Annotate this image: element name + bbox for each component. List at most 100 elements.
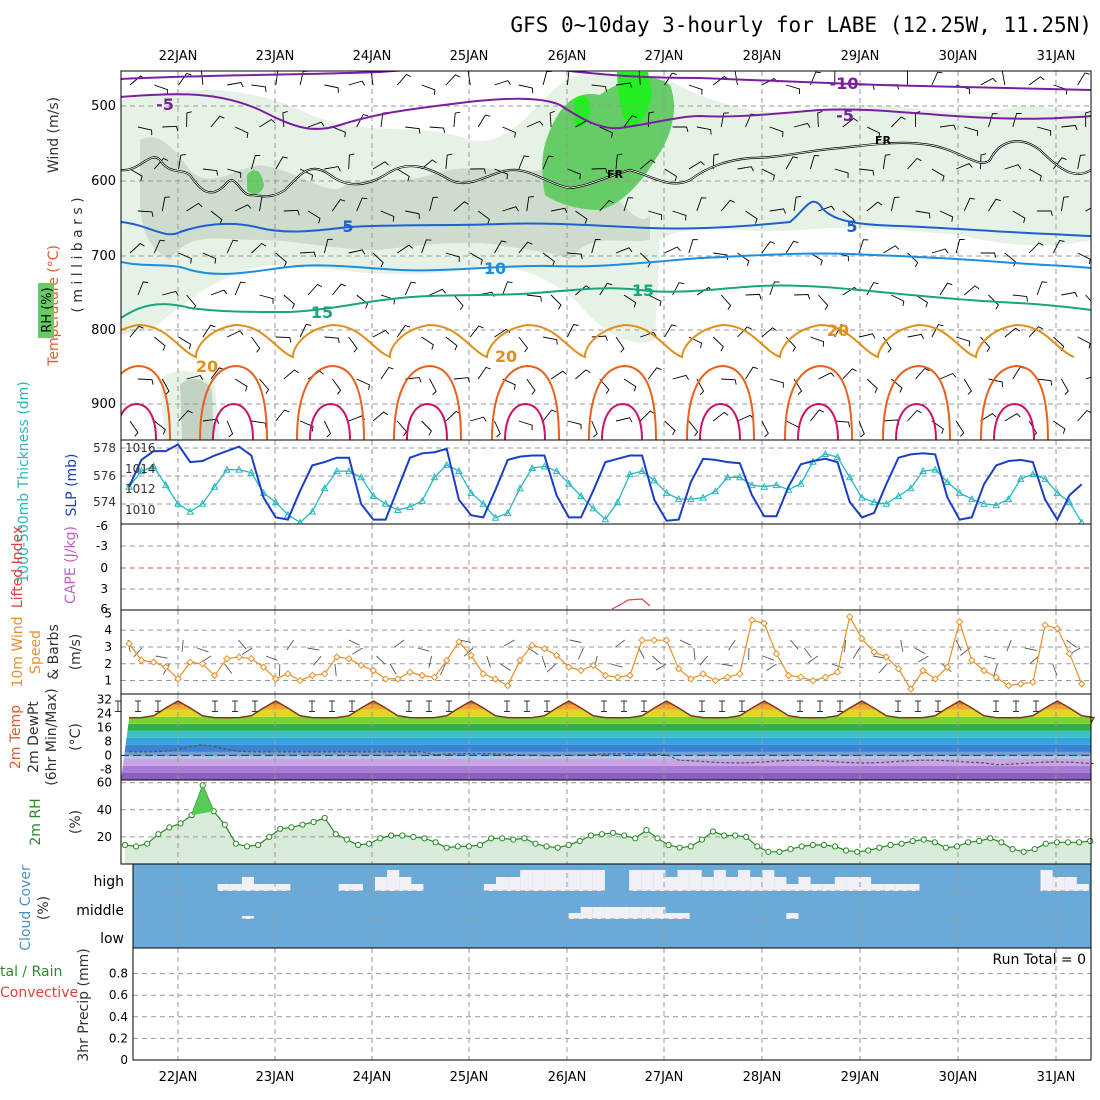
- wind10m-barb: [181, 639, 184, 652]
- isotherm-25-loop: [588, 364, 657, 440]
- rh-tick: 60: [97, 776, 112, 790]
- wind-barb: [275, 336, 292, 343]
- wind-barb: [137, 281, 149, 296]
- isotherm-30-loop: [895, 402, 937, 440]
- wind10m-point: [418, 671, 427, 680]
- date-label-top: 30JAN: [939, 49, 978, 64]
- wind-barb: [421, 84, 436, 95]
- rh2m-point: [965, 839, 972, 846]
- wind-barb: [502, 281, 513, 296]
- date-label-top: 31JAN: [1037, 49, 1076, 64]
- rh2m-point: [476, 841, 484, 849]
- temp-band: [121, 723, 1091, 731]
- wind-tick: 3: [104, 640, 112, 654]
- cloud-cell-high: [871, 884, 884, 891]
- temp-band: [121, 755, 1091, 759]
- wind10m-barb: [766, 663, 777, 671]
- wind-barb: [227, 81, 244, 88]
- isotherm-30-loop: [699, 402, 741, 440]
- cloud-cell-middle: [641, 907, 654, 919]
- wind-barb: [332, 378, 342, 395]
- wind-barb: [615, 82, 633, 88]
- thickness-point: [210, 482, 219, 490]
- temp-tick: -8: [100, 762, 112, 776]
- cloud-cell-middle: [653, 907, 666, 919]
- rh2m-point: [576, 837, 583, 845]
- wind-barb: [380, 366, 394, 380]
- label-speed: Speed: [28, 630, 44, 674]
- thickness-point: [833, 453, 842, 461]
- isotherm-20: [121, 323, 1075, 359]
- wind-barb: [453, 111, 461, 128]
- wind-barb: [955, 238, 965, 254]
- rh2m-point: [377, 835, 384, 842]
- wind-barb: [575, 210, 588, 224]
- minmax-marker: [135, 700, 141, 713]
- wind10m-point: [247, 654, 256, 663]
- wind-barb: [615, 417, 633, 423]
- wind-barb: [1077, 252, 1091, 265]
- thickness-point: [125, 482, 134, 490]
- rh2m-point: [610, 829, 617, 836]
- wind-barb: [397, 244, 413, 254]
- wind-barb: [599, 200, 614, 212]
- thickness-point: [186, 507, 195, 515]
- rh2m-point: [931, 839, 938, 846]
- wind10m-point: [455, 638, 463, 646]
- precip-tick: 0.4: [109, 1010, 128, 1024]
- wind10m-point: [821, 673, 830, 681]
- rh2m-point: [499, 835, 506, 842]
- wind-barb: [842, 368, 857, 380]
- thickness-point: [467, 488, 475, 496]
- wind-barb: [372, 161, 389, 170]
- wind-barb: [445, 336, 458, 351]
- thickness-point: [894, 491, 903, 499]
- precip-tick: 0.2: [109, 1031, 128, 1045]
- rh2m-point: [454, 843, 461, 850]
- wind-barb: [380, 210, 395, 222]
- wind-barb: [575, 369, 591, 380]
- wind-barb: [210, 289, 228, 296]
- wind-barb: [737, 166, 754, 172]
- wind10m-point: [650, 636, 659, 644]
- wind-barb: [664, 420, 676, 436]
- thickness-point: [1053, 488, 1062, 496]
- wind10m-barb: [417, 647, 430, 652]
- label-temp-units: (°C): [68, 723, 84, 751]
- rh2m-point: [1087, 837, 1094, 845]
- minmax-marker: [544, 700, 550, 713]
- thickness-point: [1065, 498, 1074, 506]
- wind-barb: [307, 121, 325, 128]
- wind-barb: [737, 326, 752, 338]
- wind10m-point: [345, 654, 353, 663]
- wind-barb: [890, 196, 900, 212]
- label-6hr-minmax: (6hr Min/Max): [44, 688, 60, 785]
- wind10m-barb: [652, 655, 662, 665]
- label-10m-wind: 10m Wind: [10, 616, 26, 687]
- temp-band: [121, 751, 1091, 756]
- contour-label: 5: [342, 217, 353, 236]
- wind-barb: [307, 210, 321, 224]
- wind10m-barb: [334, 663, 337, 676]
- wind-barb: [137, 126, 153, 136]
- wind-barb: [186, 374, 204, 381]
- wind10m-point: [638, 636, 646, 644]
- wind10m-barb: [486, 655, 491, 668]
- wind10m-barb: [655, 663, 667, 671]
- thickness-point: [406, 502, 414, 510]
- minmax-marker: [252, 700, 258, 713]
- wind-barb: [494, 420, 501, 438]
- thickness-point: [858, 493, 866, 501]
- wind-barb: [640, 331, 657, 338]
- cloud-cell-high: [241, 877, 254, 891]
- cloud-cell-middle: [580, 907, 593, 919]
- wind10m-point: [552, 651, 561, 660]
- cloud-cell-high: [483, 884, 496, 891]
- wind-barb: [251, 155, 261, 170]
- label-rh: RH (%): [40, 287, 55, 332]
- thickness-point: [955, 488, 964, 496]
- wind-barb: [1028, 168, 1042, 181]
- wind-barb: [227, 330, 244, 338]
- thickness-point: [699, 493, 707, 501]
